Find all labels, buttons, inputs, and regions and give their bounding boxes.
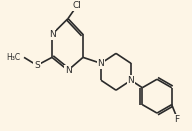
Text: N: N <box>65 66 71 75</box>
Text: H₃C: H₃C <box>6 53 20 62</box>
Text: F: F <box>174 115 179 124</box>
Text: N: N <box>128 76 134 85</box>
Text: Cl: Cl <box>73 1 81 10</box>
Text: S: S <box>34 61 40 70</box>
Text: N: N <box>49 30 55 39</box>
Text: N: N <box>98 59 104 68</box>
